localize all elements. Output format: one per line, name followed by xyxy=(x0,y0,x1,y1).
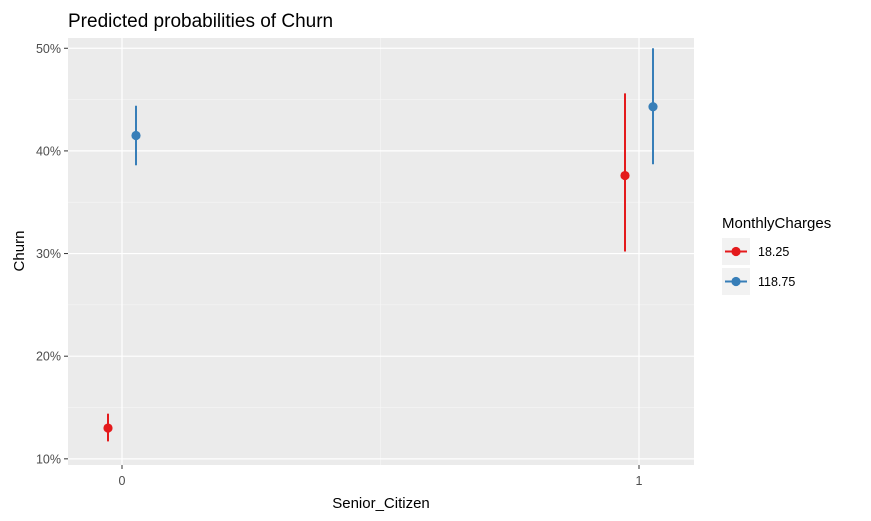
series-18-25 xyxy=(103,93,630,442)
grid-lines xyxy=(68,38,694,465)
y-tick-label: 10% xyxy=(36,452,61,466)
legend: MonthlyCharges 18.25 118.75 xyxy=(722,215,831,295)
legend-title: MonthlyCharges xyxy=(722,215,831,232)
plot-panel xyxy=(68,38,694,465)
data-point xyxy=(648,102,658,112)
data-point xyxy=(620,170,630,181)
legend-item: 18.25 xyxy=(722,238,789,265)
legend-label: 118.75 xyxy=(758,275,795,289)
data-point xyxy=(131,130,141,141)
legend-item: 118.75 xyxy=(722,268,795,295)
y-tick-label: 50% xyxy=(36,42,61,56)
data-point xyxy=(103,423,113,433)
data-marks xyxy=(103,48,658,442)
legend-label: 18.25 xyxy=(758,245,789,259)
y-tick-label: 20% xyxy=(36,350,61,364)
y-axis: 10% 20% 30% 40% 50% xyxy=(36,42,68,466)
legend-key-point xyxy=(731,276,741,287)
y-tick-label: 30% xyxy=(36,247,61,261)
x-tick-label: 1 xyxy=(636,474,643,488)
y-tick-label: 40% xyxy=(36,144,61,158)
y-axis-title: Churn xyxy=(11,231,28,272)
legend-key-point xyxy=(731,246,741,257)
chart-title: Predicted probabilities of Churn xyxy=(68,11,333,32)
x-tick-label: 0 xyxy=(119,474,126,488)
series-118-75 xyxy=(131,48,658,166)
x-axis-title: Senior_Citizen xyxy=(332,495,430,512)
